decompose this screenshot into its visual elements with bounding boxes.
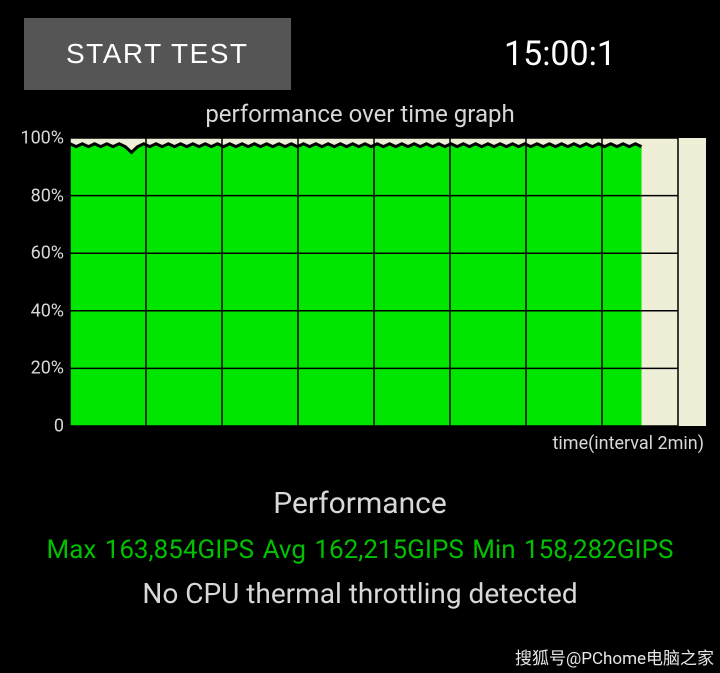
y-axis: 100%80%60%40%20%0 (10, 132, 68, 430)
y-tick-label: 20% (31, 358, 64, 379)
performance-chart: 100%80%60%40%20%0 time(interval 2min) (10, 132, 710, 442)
y-tick-label: 100% (20, 128, 64, 149)
y-tick-label: 0 (54, 416, 64, 437)
throttle-message: No CPU thermal throttling detected (0, 577, 720, 610)
chart-title: performance over time graph (0, 100, 720, 128)
performance-stats: Max 163,854GIPS Avg 162,215GIPS Min 158,… (0, 535, 720, 565)
timer-display: 15:00:1 (504, 34, 616, 74)
y-tick-label: 40% (31, 300, 64, 321)
x-axis-label: time(interval 2min) (553, 433, 704, 454)
chart-svg (70, 138, 706, 426)
watermark-text: 搜狐号@PChome电脑之家 (515, 644, 714, 669)
header-row: START TEST 15:00:1 (0, 0, 720, 90)
chart-plot-area: time(interval 2min) (70, 138, 706, 426)
y-tick-label: 80% (31, 185, 64, 206)
performance-heading: Performance (0, 486, 720, 521)
y-tick-label: 60% (31, 243, 64, 264)
start-test-button[interactable]: START TEST (24, 18, 291, 90)
